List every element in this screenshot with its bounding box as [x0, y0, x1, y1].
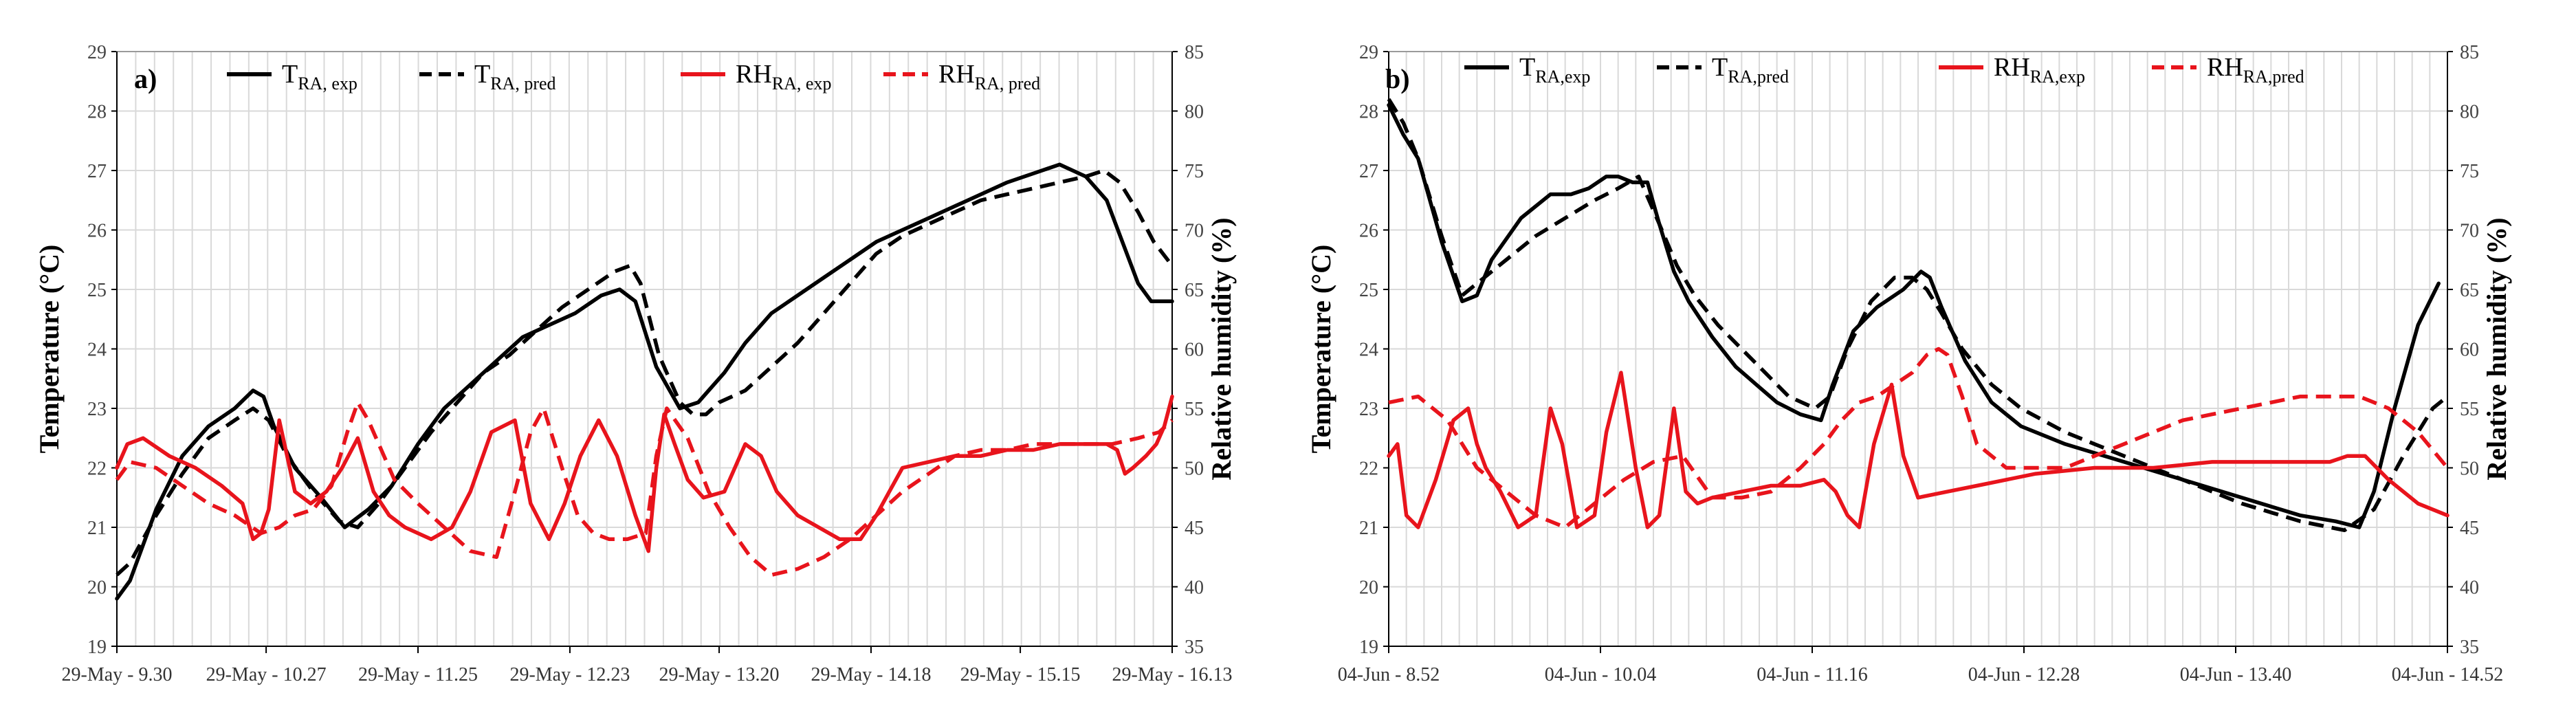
x-tick-label: 29-May - 16.13 [1112, 664, 1233, 685]
y2-tick-label: 35 [2460, 637, 2479, 658]
legend-entry-subscript: RA, exp [772, 74, 832, 94]
y-axis-title: Temperature (°C) [34, 245, 65, 454]
y-tick-label: 21 [1359, 518, 1378, 539]
legend-entry-base: RH [2207, 53, 2243, 82]
legend-entry: RHRA, exp [736, 60, 831, 94]
y-tick-label: 27 [1359, 161, 1378, 182]
y2-tick-label: 75 [1185, 161, 1204, 182]
y2-tick-label: 70 [1185, 221, 1204, 242]
legend-entry: RHRA,pred [2207, 53, 2304, 87]
legend-entry-base: RH [938, 60, 975, 89]
y2-tick-label: 65 [2460, 280, 2479, 301]
legend-entry-subscript: RA, exp [298, 74, 357, 94]
legend-entry-base: RH [1994, 53, 2030, 82]
y2-tick-label: 35 [1185, 637, 1204, 658]
legend-entry-subscript: RA, pred [490, 74, 555, 94]
x-tick-label: 29-May - 13.20 [659, 664, 780, 685]
y2-tick-label: 40 [2460, 578, 2479, 599]
y-axis-title: Temperature (°C) [1306, 245, 1336, 454]
y-tick-label: 19 [87, 637, 107, 658]
y-tick-label: 28 [1359, 102, 1378, 123]
x-tick-label: 29-May - 12.23 [509, 664, 630, 685]
legend-entry-base: T [1519, 53, 1535, 82]
y2-tick-label: 85 [1185, 42, 1204, 63]
x-tick-label: 04-Jun - 14.52 [2392, 664, 2504, 685]
x-tick-label: 29-May - 15.15 [960, 664, 1081, 685]
x-tick-label: 04-Jun - 13.40 [2180, 664, 2292, 685]
legend-entry: RHRA, pred [938, 60, 1040, 94]
series-line-t-ra-exp [115, 162, 1174, 601]
y-tick-label: 22 [1359, 459, 1378, 480]
series-line-rh-ra-exp [115, 394, 1174, 553]
x-tick-label: 29-May - 9.30 [62, 664, 173, 685]
y2-tick-label: 80 [1185, 102, 1204, 123]
y-tick-label: 24 [1359, 340, 1378, 361]
y2-tick-label: 75 [2460, 161, 2479, 182]
y2-tick-label: 50 [2460, 459, 2479, 480]
chart-panel-b: 19 20 21 22 23 24 25 26 27 28 29 35 40 45 50 55 60 65 70 75… [1306, 42, 2512, 685]
y2-axis-title: Relative humidity (%) [1206, 217, 1237, 480]
legend-entry-subscript: RA,pred [2243, 67, 2304, 87]
y2-tick-label: 40 [1185, 578, 1204, 599]
y-tick-label: 29 [87, 42, 107, 63]
x-tick-label: 29-May - 10.27 [206, 664, 327, 685]
y2-tick-label: 50 [1185, 459, 1204, 480]
legend-entry: TRA,exp [1519, 53, 1590, 87]
legend-entry-subscript: RA,exp [2030, 67, 2085, 87]
y-tick-label: 20 [1359, 578, 1378, 599]
y2-tick-label: 45 [2460, 518, 2479, 539]
legend-entry: TRA,pred [1712, 53, 1789, 87]
y-tick-label: 25 [1359, 280, 1378, 301]
legend-entry-base: T [282, 60, 298, 89]
y-tick-label: 25 [87, 280, 107, 301]
y2-tick-label: 45 [1185, 518, 1204, 539]
y-tick-label: 28 [87, 102, 107, 123]
y2-tick-label: 60 [2460, 340, 2479, 361]
y2-tick-label: 65 [1185, 280, 1204, 301]
x-tick-label: 04-Jun - 8.52 [1338, 664, 1440, 685]
series-line-t-ra-pred [1387, 98, 2449, 533]
legend-entry-subscript: RA,pred [1728, 67, 1789, 87]
y2-tick-label: 70 [2460, 221, 2479, 242]
y-tick-label: 27 [87, 161, 107, 182]
y-tick-label: 21 [87, 518, 107, 539]
series-line-rh-ra-exp [1387, 371, 2450, 529]
y-tick-label: 22 [87, 459, 107, 480]
x-tick-label: 04-Jun - 11.16 [1757, 664, 1868, 685]
x-tick-label: 29-May - 14.18 [811, 664, 931, 685]
legend-entry-subscript: RA,exp [1535, 67, 1590, 87]
y-tick-label: 23 [87, 399, 107, 420]
legend-entry-base: T [474, 60, 490, 89]
legend-entry: TRA, pred [474, 60, 556, 94]
y-tick-label: 20 [87, 578, 107, 599]
legend-entry-subscript: RA, pred [975, 74, 1040, 94]
y2-tick-label: 80 [2460, 102, 2479, 123]
series-line-t-ra-exp [1387, 103, 2441, 529]
y2-tick-label: 55 [2460, 399, 2479, 420]
y2-tick-label: 85 [2460, 42, 2479, 63]
x-tick-label: 04-Jun - 10.04 [1545, 664, 1657, 685]
y-tick-label: 24 [87, 340, 107, 361]
y-tick-label: 19 [1359, 637, 1378, 658]
series-line-rh-ra-pred [1388, 346, 2450, 529]
x-tick-label: 29-May - 11.25 [358, 664, 478, 685]
y2-tick-label: 60 [1185, 340, 1204, 361]
y2-tick-label: 55 [1185, 399, 1204, 420]
series-line-rh-ra-pred [115, 400, 1174, 577]
y-tick-label: 26 [1359, 221, 1378, 242]
y-tick-label: 29 [1359, 42, 1378, 63]
y-tick-label: 26 [87, 221, 107, 242]
legend-entry-base: RH [736, 60, 772, 89]
panel-label: a) [134, 63, 157, 94]
y-tick-label: 23 [1359, 399, 1378, 420]
x-tick-label: 04-Jun - 12.28 [1968, 664, 2080, 685]
legend-entry-base: T [1712, 53, 1728, 82]
legend-entry: RHRA,exp [1994, 53, 2085, 87]
legend-entry: TRA, exp [282, 60, 357, 94]
y2-axis-title: Relative humidity (%) [2481, 217, 2512, 480]
panel-label: b) [1385, 63, 1410, 94]
chart-panel-a: 19 20 21 22 23 24 25 26 27 28 29 35 40 45 50 55 60 65 70 75… [34, 42, 1237, 685]
